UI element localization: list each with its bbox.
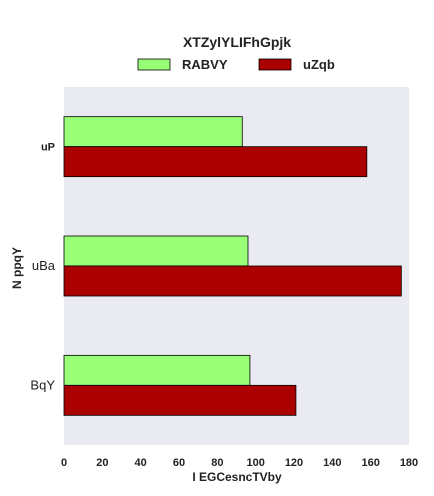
- y-axis-label: N ppqY: [10, 247, 24, 289]
- legend-label-rabvy: RABVY: [182, 57, 228, 72]
- bars-group: [63, 116, 402, 416]
- category-label-bqy: BqY: [30, 377, 55, 392]
- x-tick-label: 80: [211, 457, 223, 469]
- x-tick-label: 0: [61, 457, 67, 469]
- x-tick-label: 40: [135, 457, 147, 469]
- x-tick-label: 20: [96, 457, 108, 469]
- x-axis-label: I EGCesncTVby: [192, 470, 282, 484]
- category-label-up: uP: [41, 142, 55, 154]
- category-label-uba: uBa: [32, 258, 56, 273]
- x-tick-label: 160: [361, 457, 379, 469]
- bar-bqy-rabvy: [63, 354, 251, 386]
- bar-uba-rabvy: [63, 235, 249, 267]
- x-tick-label: 60: [173, 457, 185, 469]
- x-tick-labels: 0 20 40 60 80 100 120 140 160 180: [61, 457, 418, 469]
- bar-up-uzqb: [63, 146, 368, 178]
- legend-label-uzqb: uZqb: [303, 57, 335, 72]
- legend: RABVY uZqb: [137, 57, 335, 72]
- category-labels: uP uBa BqY: [30, 142, 55, 393]
- x-tick-label: 120: [285, 457, 303, 469]
- legend-swatch-uzqb: [258, 58, 292, 71]
- bar-uba-uzqb: [63, 265, 402, 297]
- chart-title: XTZylYLIFhGpjk: [183, 34, 291, 50]
- x-tick-label: 140: [323, 457, 341, 469]
- x-tick-label: 100: [246, 457, 264, 469]
- legend-swatch-rabvy: [137, 58, 171, 71]
- bar-bqy-uzqb: [63, 384, 297, 416]
- x-tick-label: 180: [400, 457, 418, 469]
- bar-up-rabvy: [63, 116, 243, 148]
